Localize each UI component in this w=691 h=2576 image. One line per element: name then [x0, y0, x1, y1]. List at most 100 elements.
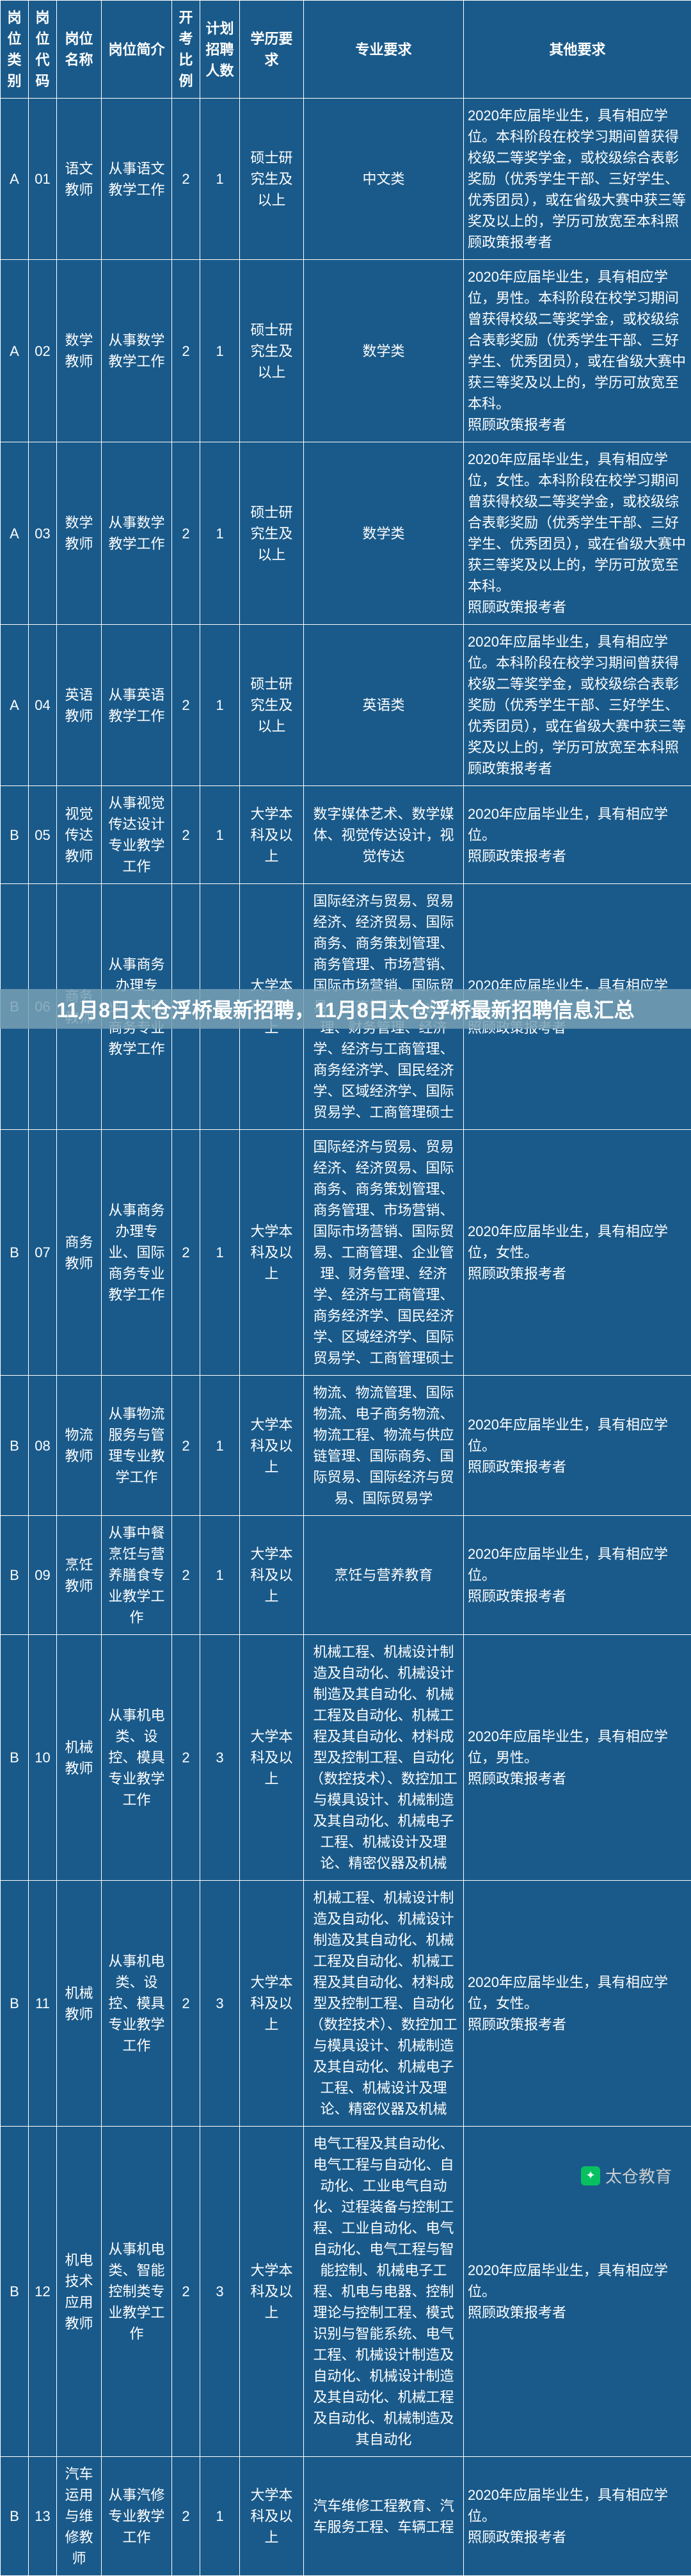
- table-cell: B: [1, 1130, 29, 1376]
- table-cell: 从事商务办理专业、国际商务专业教学工作: [102, 1130, 172, 1376]
- table-row: B09烹饪教师从事中餐烹饪与营养膳食专业教学工作21大学本科及以上烹饪与营养教育…: [1, 1516, 691, 1635]
- table-cell: 大学本科及以上: [240, 1376, 304, 1516]
- table-cell: 国际经济与贸易、贸易经济、经济贸易、国际商务、商务策划管理、商务管理、市场营销、…: [304, 1130, 464, 1376]
- table-cell: 大学本科及以上: [240, 2457, 304, 2576]
- table-cell: 2: [172, 2127, 200, 2457]
- table-cell: 2: [172, 1516, 200, 1635]
- table-cell: 从事物流服务与管理专业教学工作: [102, 1376, 172, 1516]
- table-cell: 2: [172, 99, 200, 260]
- table-cell: 2: [172, 442, 200, 625]
- table-cell: 2020年应届毕业生，具有相应学位。照顾政策报考者: [464, 1516, 691, 1635]
- table-cell: 01: [29, 99, 57, 260]
- table-cell: A: [1, 442, 29, 625]
- table-cell: 2: [172, 786, 200, 884]
- table-row: B05视觉传达教师从事视觉传达设计专业教学工作21大学本科及以上数字媒体艺术、数…: [1, 786, 691, 884]
- column-header: 计划招聘人数: [200, 1, 240, 99]
- table-cell: 大学本科及以上: [240, 1130, 304, 1376]
- table-cell: B: [1, 1881, 29, 2127]
- table-body: A01语文教师从事语文教学工作21硕士研究生及以上中文类2020年应届毕业生，具…: [1, 99, 691, 2576]
- table-cell: 2: [172, 260, 200, 442]
- table-cell: 数学教师: [57, 442, 102, 625]
- table-cell: 1: [200, 260, 240, 442]
- table-cell: 物流教师: [57, 1376, 102, 1516]
- table-cell: 2: [172, 1376, 200, 1516]
- table-cell: 大学本科及以上: [240, 1881, 304, 2127]
- recruitment-table: 岗位类别岗位代码岗位名称岗位简介开考比例计划招聘人数学历要求专业要求其他要求 A…: [0, 0, 691, 2576]
- table-cell: 数字媒体艺术、数学媒体、视觉传达设计，视觉传达: [304, 786, 464, 884]
- table-cell: 机械教师: [57, 1881, 102, 2127]
- table-cell: 烹饪教师: [57, 1516, 102, 1635]
- table-cell: 大学本科及以上: [240, 786, 304, 884]
- table-cell: 2: [172, 1881, 200, 2127]
- column-header: 专业要求: [304, 1, 464, 99]
- table-cell: 大学本科及以上: [240, 1516, 304, 1635]
- table-cell: 英语教师: [57, 625, 102, 786]
- table-row: B06商务教师从事商务办理专业、国际商务专业教学工作21大学本科及以上国际经济与…: [1, 884, 691, 1130]
- table-cell: 2: [172, 625, 200, 786]
- table-cell: 机电技术应用教师: [57, 2127, 102, 2457]
- table-cell: 硕士研究生及以上: [240, 260, 304, 442]
- table-cell: 数学类: [304, 442, 464, 625]
- table-cell: 10: [29, 1635, 57, 1881]
- table-cell: A: [1, 99, 29, 260]
- table-cell: 2020年应届毕业生，具有相应学位，女性。本科阶段在校学习期间曾获得校级二等奖学…: [464, 442, 691, 625]
- table-cell: 2020年应届毕业生，具有相应学位，女性。照顾政策报考者: [464, 1881, 691, 2127]
- table-cell: 1: [200, 625, 240, 786]
- watermark-text: 太仓教育: [605, 2164, 672, 2187]
- table-row: A04英语教师从事英语教学工作21硕士研究生及以上英语类2020年应届毕业生，具…: [1, 625, 691, 786]
- table-cell: 从事机电类、设控、模具专业教学工作: [102, 1881, 172, 2127]
- wechat-icon: ✦: [581, 2166, 600, 2186]
- table-cell: A: [1, 625, 29, 786]
- table-cell: 汽车维修工程教育、汽车服务工程、车辆工程: [304, 2457, 464, 2576]
- table-cell: 从事数学教学工作: [102, 442, 172, 625]
- table-cell: 03: [29, 442, 57, 625]
- column-header: 岗位名称: [57, 1, 102, 99]
- table-cell: 1: [200, 99, 240, 260]
- column-header: 岗位代码: [29, 1, 57, 99]
- table-cell: 硕士研究生及以上: [240, 625, 304, 786]
- table-cell: B: [1, 1516, 29, 1635]
- table-cell: 2: [172, 1635, 200, 1881]
- table-cell: 1: [200, 1376, 240, 1516]
- table-cell: 1: [200, 786, 240, 884]
- table-cell: 1: [200, 2457, 240, 2576]
- column-header: 其他要求: [464, 1, 691, 99]
- table-cell: 商务教师: [57, 884, 102, 1130]
- table-cell: 2020年应届毕业生，具有相应学位，男性。本科阶段在校学习期间曾获得校级二等奖学…: [464, 260, 691, 442]
- table-cell: 1: [200, 1130, 240, 1376]
- table-cell: B: [1, 2127, 29, 2457]
- table-cell: 07: [29, 1130, 57, 1376]
- table-cell: 1: [200, 1516, 240, 1635]
- table-cell: B: [1, 1635, 29, 1881]
- table-cell: 2020年应届毕业生，具有相应学位。照顾政策报考者: [464, 2457, 691, 2576]
- column-header: 学历要求: [240, 1, 304, 99]
- table-cell: 数学类: [304, 260, 464, 442]
- table-cell: A: [1, 260, 29, 442]
- table-cell: 02: [29, 260, 57, 442]
- table-cell: 硕士研究生及以上: [240, 442, 304, 625]
- column-header: 开考比例: [172, 1, 200, 99]
- table-cell: 1: [200, 884, 240, 1130]
- table-cell: 从事数学教学工作: [102, 260, 172, 442]
- table-cell: 13: [29, 2457, 57, 2576]
- table-cell: 2020年应届毕业生，具有相应学位。本科阶段在校学习期间曾获得校级二等奖学金，或…: [464, 99, 691, 260]
- table-cell: 3: [200, 1881, 240, 2127]
- table-cell: B: [1, 884, 29, 1130]
- table-cell: 12: [29, 2127, 57, 2457]
- table-cell: 2: [172, 1130, 200, 1376]
- table-row: B13汽车运用与维修教师从事汽修专业教学工作21大学本科及以上汽车维修工程教育、…: [1, 2457, 691, 2576]
- table-cell: 大学本科及以上: [240, 2127, 304, 2457]
- table-cell: 从事英语教学工作: [102, 625, 172, 786]
- table-cell: B: [1, 786, 29, 884]
- column-header: 岗位类别: [1, 1, 29, 99]
- table-cell: 2: [172, 2457, 200, 2576]
- table-cell: 2: [172, 884, 200, 1130]
- table-cell: 中文类: [304, 99, 464, 260]
- table-cell: 电气工程及其自动化、电气工程与自动化、自动化、工业电气自动化、过程装备与控制工程…: [304, 2127, 464, 2457]
- table-cell: 从事语文教学工作: [102, 99, 172, 260]
- table-cell: 硕士研究生及以上: [240, 99, 304, 260]
- table-cell: 2020年应届毕业生，具有相应学位，女性。照顾政策报考者: [464, 1130, 691, 1376]
- table-cell: 2020年应届毕业生，具有相应学位。照顾政策报考者: [464, 786, 691, 884]
- table-cell: 2020年应届毕业生，具有相应学位。照顾政策报考者: [464, 1376, 691, 1516]
- table-cell: 1: [200, 442, 240, 625]
